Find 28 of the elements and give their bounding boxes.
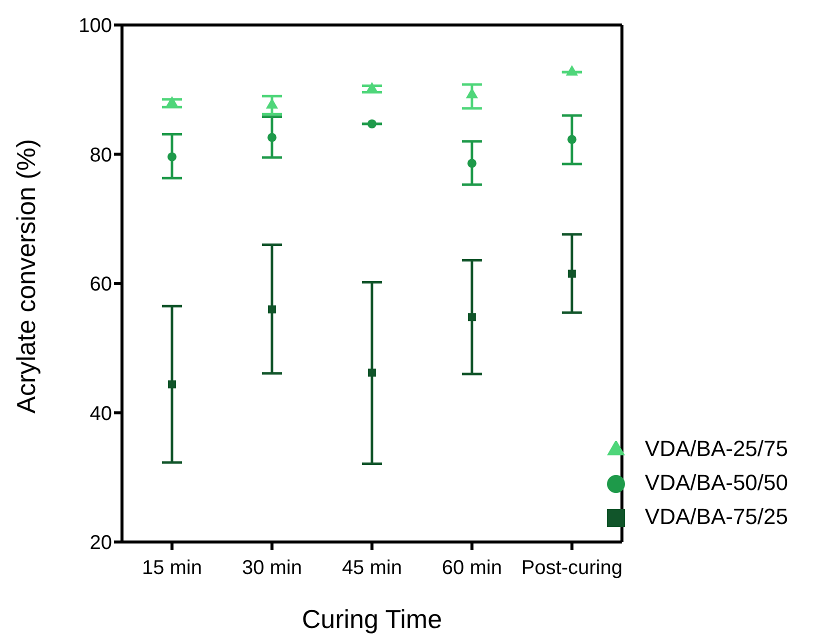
x-tick-label: 60 min [442, 557, 502, 580]
point [568, 270, 576, 278]
y-tick-label: 100 [78, 15, 112, 38]
x-tick-label: 30 min [242, 557, 302, 580]
y-tick-label: 40 [90, 402, 112, 425]
legend-label: VDA/BA-50/50 [644, 470, 788, 495]
x-axis-title: Curing Time [302, 604, 442, 634]
point [168, 380, 176, 388]
y-tick-label: 80 [90, 144, 112, 166]
point [566, 65, 578, 76]
point [167, 152, 177, 162]
point [567, 134, 576, 144]
legend-label: VDA/BA-25/75 [644, 436, 788, 461]
x-tick-label: Post-curing [521, 557, 623, 580]
y-tick-label: 60 [90, 274, 112, 296]
point [367, 119, 376, 128]
point [467, 158, 476, 168]
y-axis-title: Acrylate conversion (%) [11, 138, 42, 414]
point [468, 313, 476, 322]
point [166, 96, 178, 107]
point [267, 132, 276, 142]
y-tick-label: 20 [90, 532, 112, 554]
x-tick-label: 45 min [342, 557, 402, 580]
x-tick-label: 15 min [142, 557, 202, 580]
point [366, 82, 378, 92]
point [368, 368, 376, 377]
legend-label: VDA/BA-75/25 [644, 504, 788, 529]
point [268, 305, 276, 314]
